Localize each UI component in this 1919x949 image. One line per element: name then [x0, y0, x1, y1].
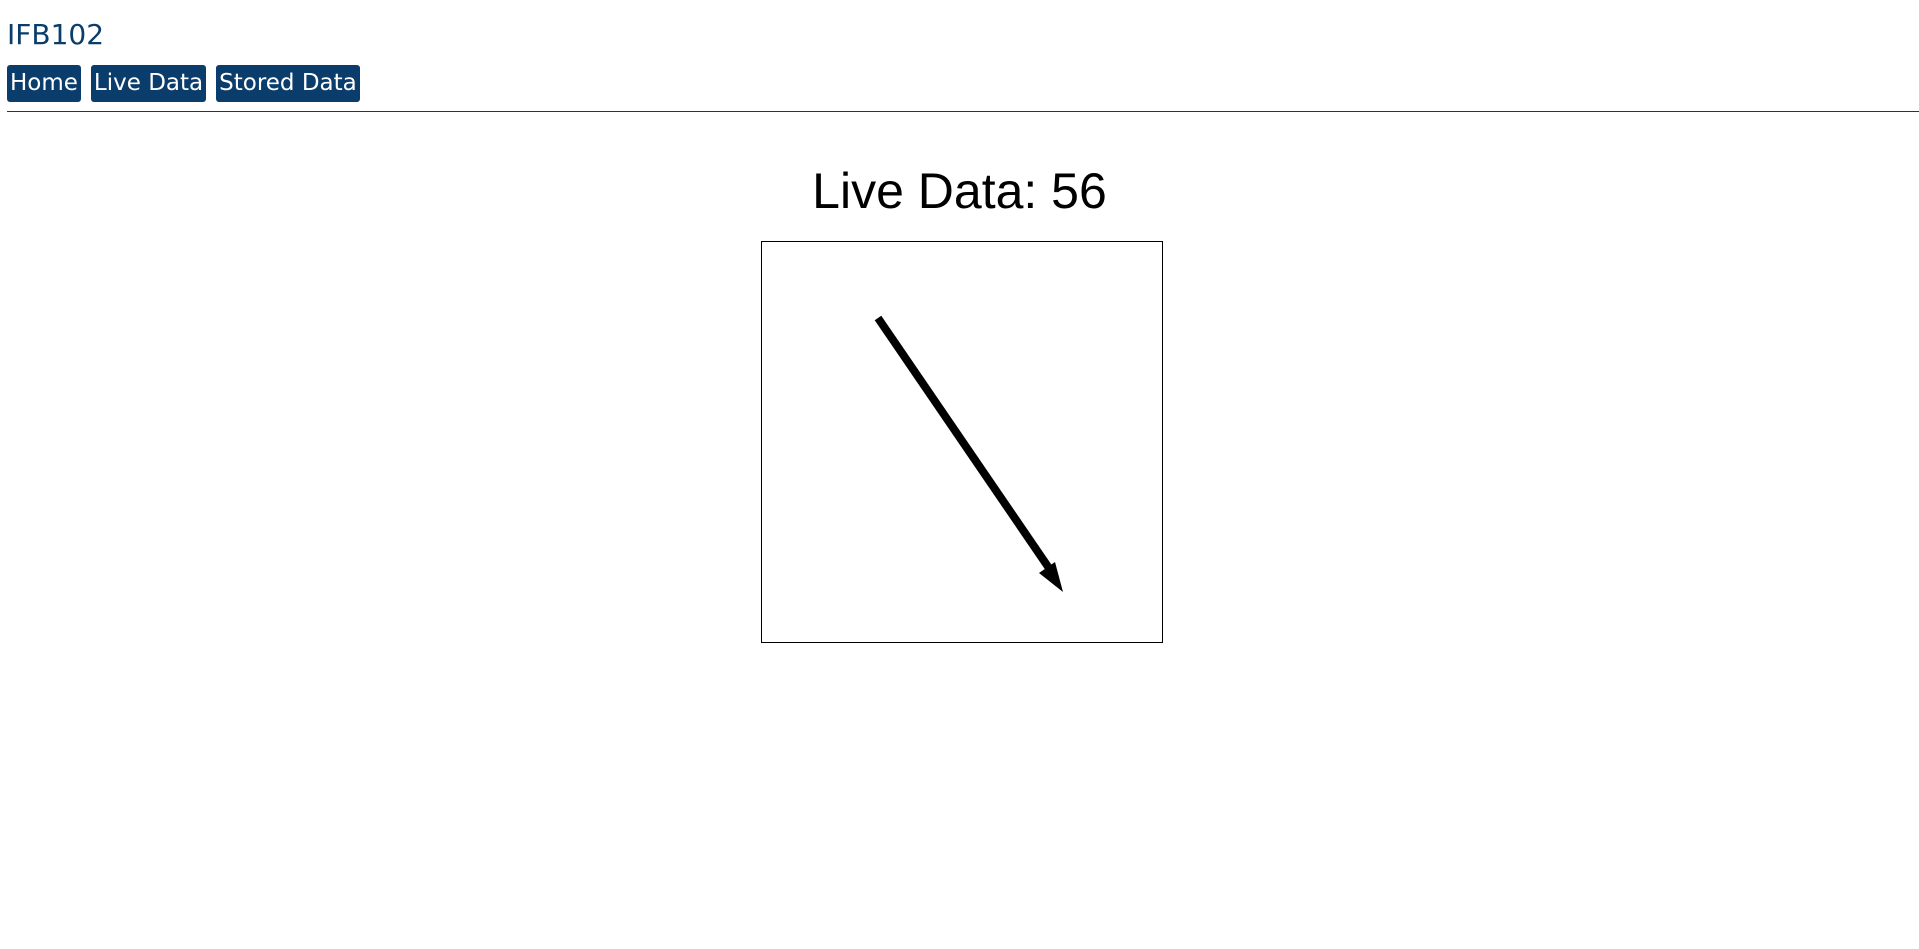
gauge-canvas	[874, 315, 1063, 592]
site-title: IFB102	[7, 18, 105, 51]
header-divider	[7, 111, 1919, 112]
live-data-heading: Live Data: 56	[812, 163, 1107, 219]
nav-live-data-button[interactable]: Live Data	[90, 65, 207, 102]
nav-home-button[interactable]: Home	[7, 65, 81, 102]
main-nav: Home Live Data Stored Data	[7, 65, 360, 102]
arrow-icon	[1039, 562, 1063, 592]
live-data-gauge	[761, 241, 1163, 643]
arrow-shaft	[874, 315, 1057, 577]
nav-stored-data-button[interactable]: Stored Data	[216, 65, 360, 102]
